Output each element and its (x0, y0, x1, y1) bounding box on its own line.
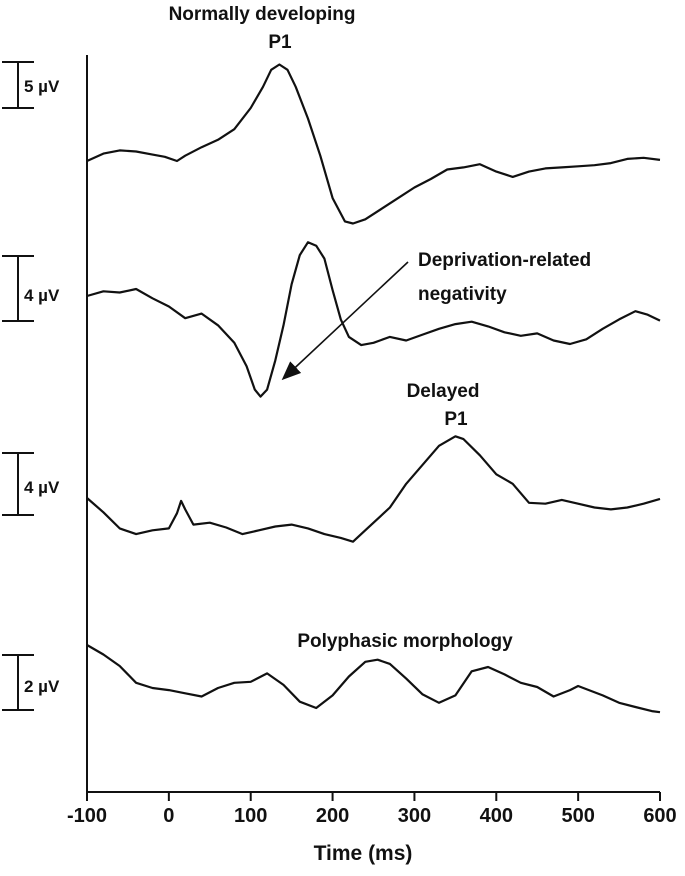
scale-bar-label: 4 µV (24, 478, 60, 497)
x-tick-label: 400 (480, 805, 513, 827)
x-tick-label: 100 (234, 805, 267, 827)
x-tick-label: 0 (163, 805, 174, 827)
x-tick-label: 300 (398, 805, 431, 827)
x-tick-label: 500 (561, 805, 594, 827)
annotation-polyphasic-morphology: Polyphasic morphology (297, 631, 513, 652)
x-tick-label: -100 (67, 805, 107, 827)
scale-bar-label: 4 µV (24, 286, 60, 305)
scale-bars: 5 µV 4 µV 4 µV 2 µV (2, 61, 60, 711)
annotation-p1-delayed: P1 (444, 409, 468, 430)
waveform-trace (86, 63, 661, 225)
waveform-traces (86, 63, 661, 714)
scale-bar-label: 5 µV (24, 77, 60, 96)
annotation-delayed: Delayed (407, 381, 480, 402)
x-ticks: -100 0 100 200 300 400 500 600 (67, 792, 677, 827)
waveform-trace (86, 241, 661, 398)
x-tick-label: 600 (643, 805, 676, 827)
x-tick-label: 200 (316, 805, 349, 827)
annotation-negativity: negativity (418, 284, 507, 305)
waveform-trace (86, 435, 661, 543)
x-axis-label: Time (ms) (314, 842, 413, 865)
waveform-trace (86, 644, 661, 714)
scale-bar-label: 2 µV (24, 677, 60, 696)
annotation-normally-developing: Normally developing (169, 4, 356, 25)
deprivation-arrow (281, 261, 409, 381)
annotation-p1-normal: P1 (268, 32, 292, 53)
annotation-deprivation-related: Deprivation-related (418, 250, 591, 271)
